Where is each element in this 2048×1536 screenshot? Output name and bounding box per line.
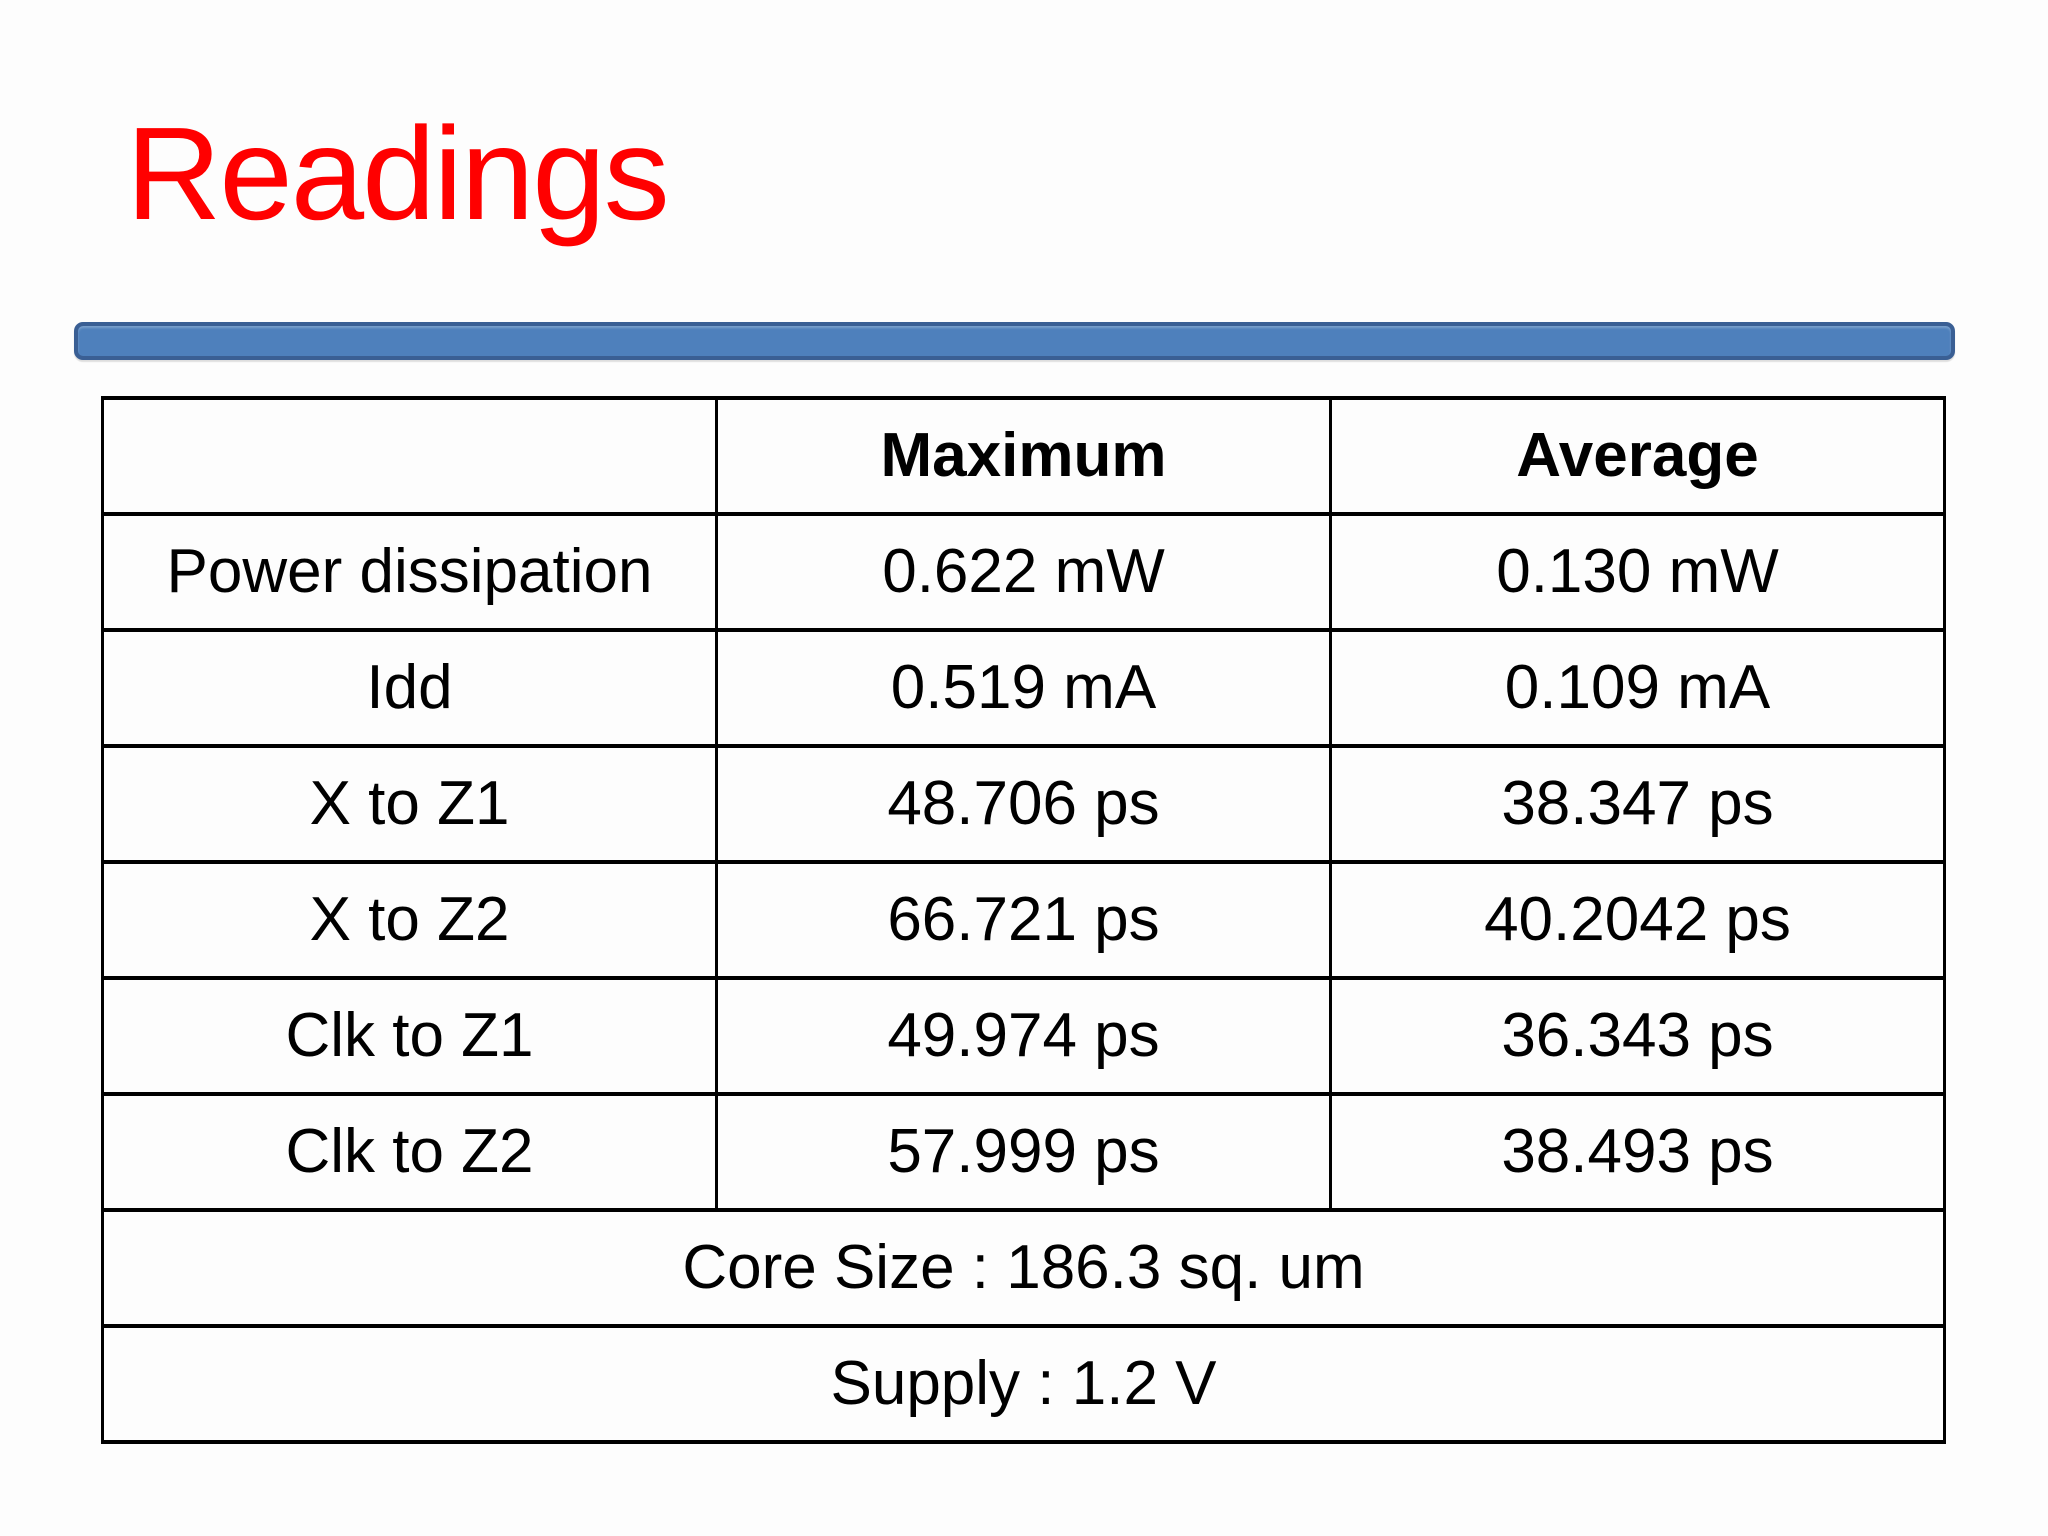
row-label: X to Z2 <box>101 860 718 980</box>
supply-note: Supply : 1.2 V <box>101 1324 1946 1444</box>
maximum-value: 66.721 ps <box>715 860 1332 980</box>
table-footer-row: Core Size : 186.3 sq. um <box>101 1208 1946 1328</box>
table-row: Clk to Z1 49.974 ps 36.343 ps <box>101 976 1946 1096</box>
header-cell-blank <box>101 396 718 516</box>
core-size-note: Core Size : 186.3 sq. um <box>101 1208 1946 1328</box>
maximum-value: 49.974 ps <box>715 976 1332 1096</box>
table-row: X to Z2 66.721 ps 40.2042 ps <box>101 860 1946 980</box>
average-value: 40.2042 ps <box>1329 860 1946 980</box>
table-row: X to Z1 48.706 ps 38.347 ps <box>101 744 1946 864</box>
table-row: Power dissipation 0.622 mW 0.130 mW <box>101 512 1946 632</box>
row-label: X to Z1 <box>101 744 718 864</box>
page-title: Readings <box>126 100 670 247</box>
row-label: Idd <box>101 628 718 748</box>
header-cell-maximum: Maximum <box>715 396 1332 516</box>
average-value: 38.493 ps <box>1329 1092 1946 1212</box>
header-cell-average: Average <box>1329 396 1946 516</box>
maximum-value: 0.519 mA <box>715 628 1332 748</box>
average-value: 38.347 ps <box>1329 744 1946 864</box>
average-value: 0.130 mW <box>1329 512 1946 632</box>
average-value: 36.343 ps <box>1329 976 1946 1096</box>
title-underline-bar <box>74 322 1955 360</box>
readings-table: Maximum Average Power dissipation 0.622 … <box>101 396 1946 1444</box>
average-value: 0.109 mA <box>1329 628 1946 748</box>
row-label: Clk to Z1 <box>101 976 718 1096</box>
table-row: Clk to Z2 57.999 ps 38.493 ps <box>101 1092 1946 1212</box>
maximum-value: 48.706 ps <box>715 744 1332 864</box>
row-label: Power dissipation <box>101 512 718 632</box>
maximum-value: 0.622 mW <box>715 512 1332 632</box>
table-footer-row: Supply : 1.2 V <box>101 1324 1946 1444</box>
maximum-value: 57.999 ps <box>715 1092 1332 1212</box>
row-label: Clk to Z2 <box>101 1092 718 1212</box>
table-row: Idd 0.519 mA 0.109 mA <box>101 628 1946 748</box>
table-header-row: Maximum Average <box>101 396 1946 516</box>
